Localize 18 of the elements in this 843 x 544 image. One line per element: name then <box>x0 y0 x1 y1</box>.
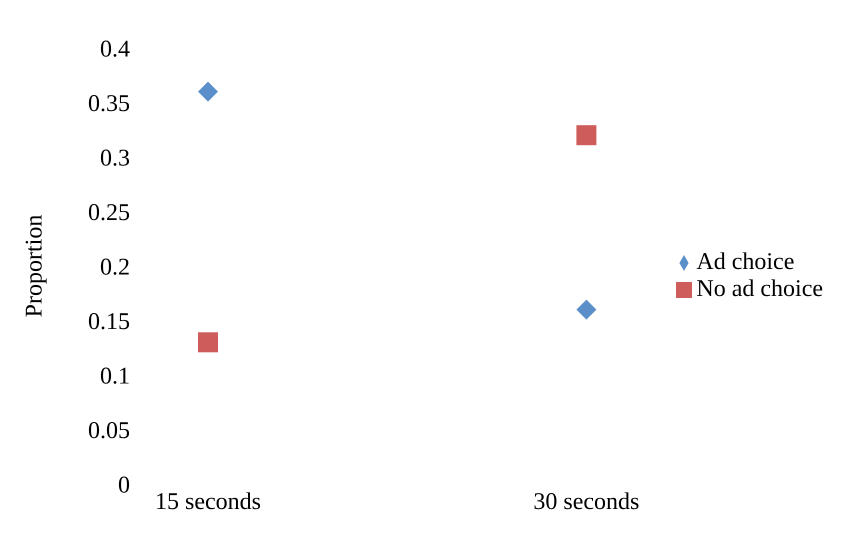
x-tick-label: 30 seconds <box>533 489 640 516</box>
y-tick-label: 0.15 <box>88 309 130 336</box>
point <box>576 300 596 320</box>
y-tick-label: 0 <box>118 472 130 499</box>
y-tick-label: 0.2 <box>100 254 130 281</box>
y-tick-label: 0.1 <box>100 364 130 390</box>
y-tick-label: 0.25 <box>88 200 130 226</box>
y-tick-label: 0.35 <box>88 91 130 118</box>
legend-label: No ad choice <box>696 276 823 302</box>
point <box>198 332 218 352</box>
point <box>576 125 596 146</box>
legend-label: Ad choice <box>696 249 794 275</box>
y-tick-label: 0.05 <box>88 418 130 444</box>
y-tick-label: 0.3 <box>100 146 130 172</box>
y-tick-label: 0.4 <box>100 36 130 63</box>
y-axis-title: Proportion <box>22 214 48 318</box>
x-tick-label: 15 seconds <box>155 489 261 516</box>
point <box>198 82 218 102</box>
